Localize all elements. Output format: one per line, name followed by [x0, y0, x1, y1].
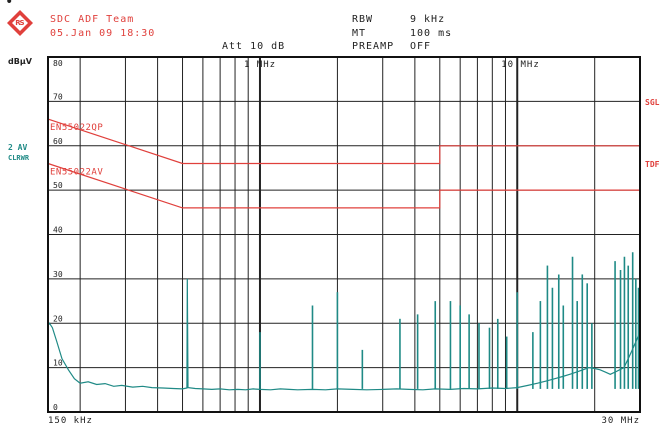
plot-frame: [47, 56, 641, 413]
x-marker-label: 10 MHz: [501, 60, 540, 70]
mt-value: 100 ms: [410, 28, 453, 39]
y-tick-label: 50: [53, 181, 63, 190]
trace-layer: [47, 252, 641, 391]
y-tick-label: 30: [53, 270, 63, 279]
y-tick-label: 0: [53, 403, 58, 412]
y-tick-label: 40: [53, 226, 63, 235]
trace-mode-label: CLRWR: [8, 154, 30, 162]
tdf-label: TDF: [645, 160, 660, 169]
qp-limit-line: [47, 118, 640, 165]
rbw-label: RBW: [352, 14, 374, 25]
rohde-schwarz-logo-icon: R S: [7, 10, 33, 36]
trace-av-label: 2 AV: [8, 143, 28, 152]
rbw-value: 9 kHz: [410, 14, 446, 25]
x-marker-label: 1 MHz: [244, 60, 276, 70]
grid: [48, 57, 640, 412]
y-tick-label: 80: [53, 59, 63, 68]
svg-text:R: R: [15, 19, 21, 27]
y-tick-label: 70: [53, 92, 63, 101]
av-limit-label: EN55022AV: [50, 168, 103, 178]
x-end-label: 30 MHz: [601, 416, 640, 424]
limit-lines: [47, 118, 640, 209]
mt-label: MT: [352, 28, 367, 39]
preamp-label: PREAMP: [352, 41, 395, 52]
unit-label: dBµV: [8, 57, 32, 66]
y-tick-label: 60: [53, 137, 63, 146]
team-label: SDC ADF Team: [50, 14, 135, 25]
av-trace-line: [47, 278, 641, 391]
marker-dot: •: [5, 0, 14, 10]
y-tick-label: 10: [53, 359, 63, 368]
attenuation-label: Att 10 dB: [222, 41, 286, 52]
axis-labels: 0 10 20 30 40 50 60 70 80 1 MHz 10 MHz 150 kHz 30 MH…: [48, 59, 640, 424]
datetime-label: 05.Jan 09 18:30: [50, 28, 156, 39]
qp-limit-label: EN55022QP: [50, 123, 103, 133]
preamp-value: OFF: [410, 41, 432, 52]
sgl-label: SGL: [645, 98, 660, 107]
svg-text:S: S: [20, 19, 25, 27]
x-start-label: 150 kHz: [48, 416, 93, 424]
y-tick-label: 20: [53, 314, 63, 323]
av-limit-line: [47, 162, 640, 209]
